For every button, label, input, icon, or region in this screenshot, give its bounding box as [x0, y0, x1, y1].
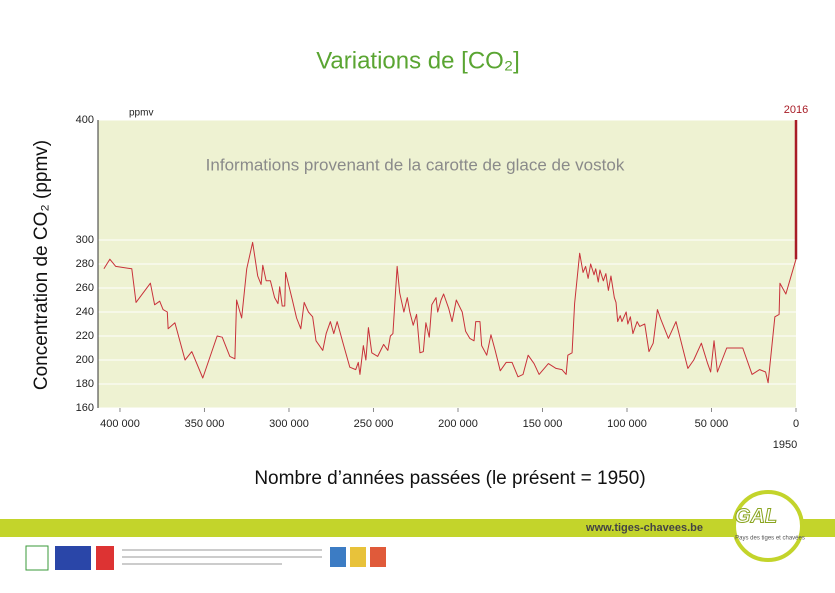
footer-url: www.tiges-chavees.be [585, 522, 703, 534]
small-print [122, 563, 282, 565]
y-tick-label: 160 [76, 402, 94, 414]
logo [350, 547, 366, 567]
x-tick-label: 100 000 [607, 418, 647, 430]
plot: 160 180 200 220 240 260 280 300 400 400 000 350 00… [76, 104, 809, 430]
y-tick-label: 280 [76, 258, 94, 270]
data-line [103, 241, 797, 384]
logo [370, 547, 386, 567]
y-axis-label: Concentration de CO₂ (ppmv) [31, 140, 52, 390]
y-tick-label: 300 [76, 234, 94, 246]
x-tick-label: 300 000 [269, 418, 309, 430]
footer-band [0, 519, 835, 537]
x-tick-label: 0 [793, 418, 799, 430]
annotation: Informations provenant de la carotte de … [206, 155, 625, 174]
y-tick-label: 200 [76, 354, 94, 366]
x-axis-label: Nombre d’années passées (le présent = 19… [254, 468, 645, 489]
y-tick-label: 400 [76, 114, 94, 126]
x-origin-label: 1950 [773, 439, 797, 451]
x-tick-label: 400 000 [100, 418, 140, 430]
y-tick-label: 180 [76, 378, 94, 390]
y-tick-label: 260 [76, 282, 94, 294]
x-tick-label: 200 000 [438, 418, 478, 430]
x-tick-label: 350 000 [185, 418, 225, 430]
x-tick-label: 250 000 [354, 418, 394, 430]
small-print [122, 549, 322, 551]
logo-title: GAL [735, 505, 777, 527]
logo [330, 547, 346, 567]
y-tick-label: 220 [76, 330, 94, 342]
series-label: 2016 [784, 104, 808, 116]
logo [55, 546, 91, 570]
logo [96, 546, 114, 570]
logo [25, 545, 49, 571]
small-print [122, 556, 322, 558]
chart-title: Variations de [CO₂] [316, 47, 520, 74]
x-tick-label: 150 000 [523, 418, 563, 430]
x-tick-label: 50 000 [695, 418, 729, 430]
logo-circle [732, 490, 804, 562]
y-tick-label: 240 [76, 306, 94, 318]
y-unit: ppmv [129, 108, 153, 119]
partner-logos [25, 545, 386, 571]
logo-text: Pays des tiges et chavées [735, 536, 805, 542]
